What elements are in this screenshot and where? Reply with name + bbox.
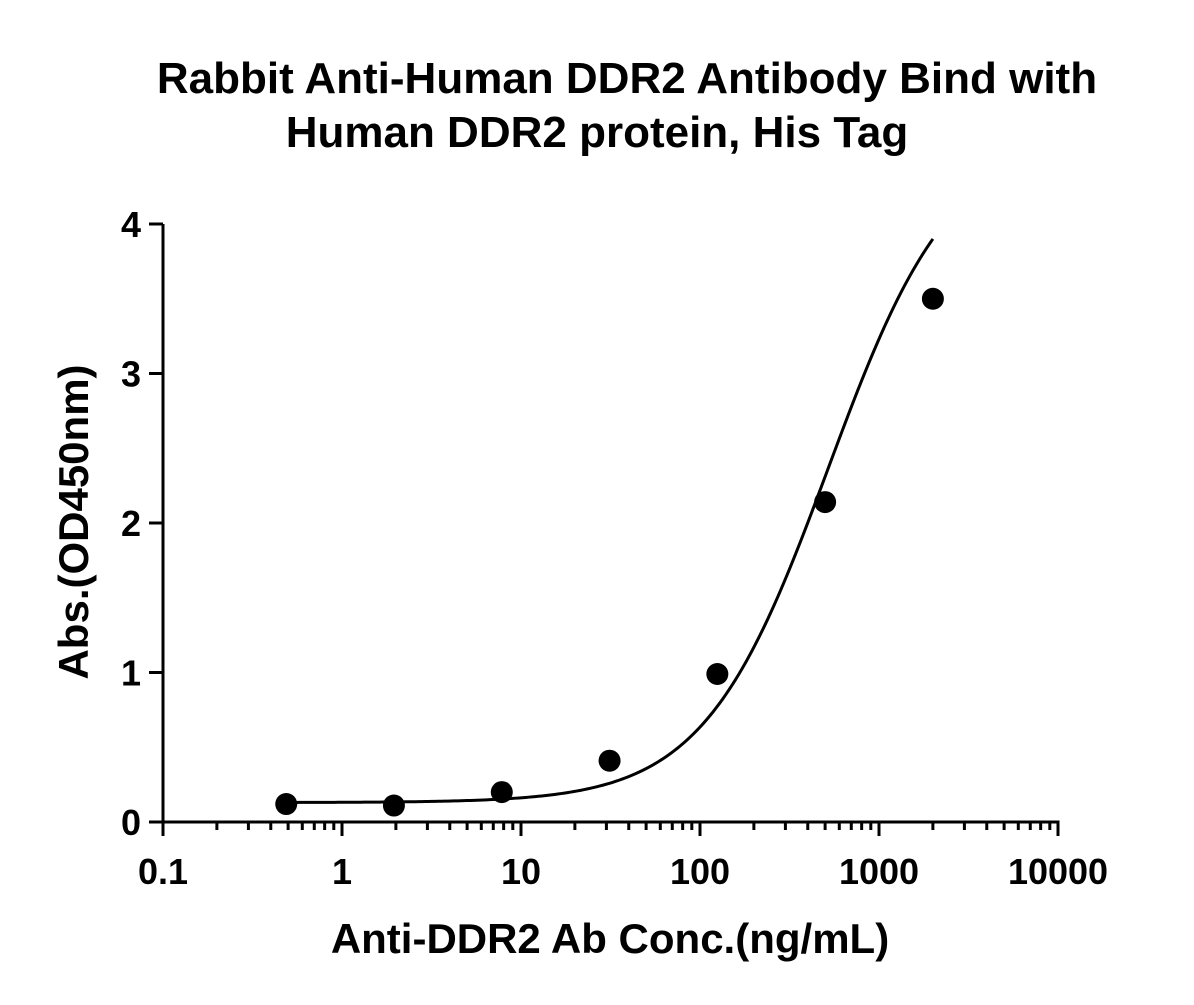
chart-title: Rabbit Anti-Human DDR2 Antibody Bind wit…: [0, 52, 1194, 160]
data-point: [814, 491, 837, 514]
data-point: [706, 662, 729, 685]
x-tick-label: 10: [501, 851, 541, 892]
data-points: [275, 287, 944, 817]
ticks: 0 1 2 3 4 0.1 1 10 100 1000 10000: [121, 204, 1108, 892]
x-tick-label: 100: [670, 851, 730, 892]
y-tick-label: 4: [121, 204, 141, 245]
chart-title-line-1: Rabbit Anti-Human DDR2 Antibody Bind wit…: [156, 54, 1098, 103]
fit-curve: [286, 238, 935, 804]
data-point: [382, 794, 405, 817]
y-tick-label: 1: [121, 653, 141, 694]
data-point: [598, 749, 621, 772]
data-point: [275, 793, 298, 816]
x-tick-label: 1: [332, 851, 352, 892]
data-point: [490, 781, 513, 804]
fit-curve-layer: [286, 238, 935, 804]
x-tick-label: 1000: [839, 851, 919, 892]
x-tick-label: 0.1: [138, 851, 188, 892]
y-tick-label: 0: [121, 802, 141, 843]
x-tick-label: 10000: [1008, 851, 1108, 892]
axes: [161, 224, 1060, 824]
chart-title-line-2: Human DDR2 protein, His Tag: [285, 108, 909, 157]
x-axis-label: Anti-DDR2 Ab Conc.(ng/mL): [331, 915, 889, 962]
y-axis-label: Abs.(OD450nm): [50, 364, 97, 679]
data-point: [921, 287, 944, 310]
y-tick-label: 3: [121, 354, 141, 395]
y-tick-label: 2: [121, 503, 141, 544]
